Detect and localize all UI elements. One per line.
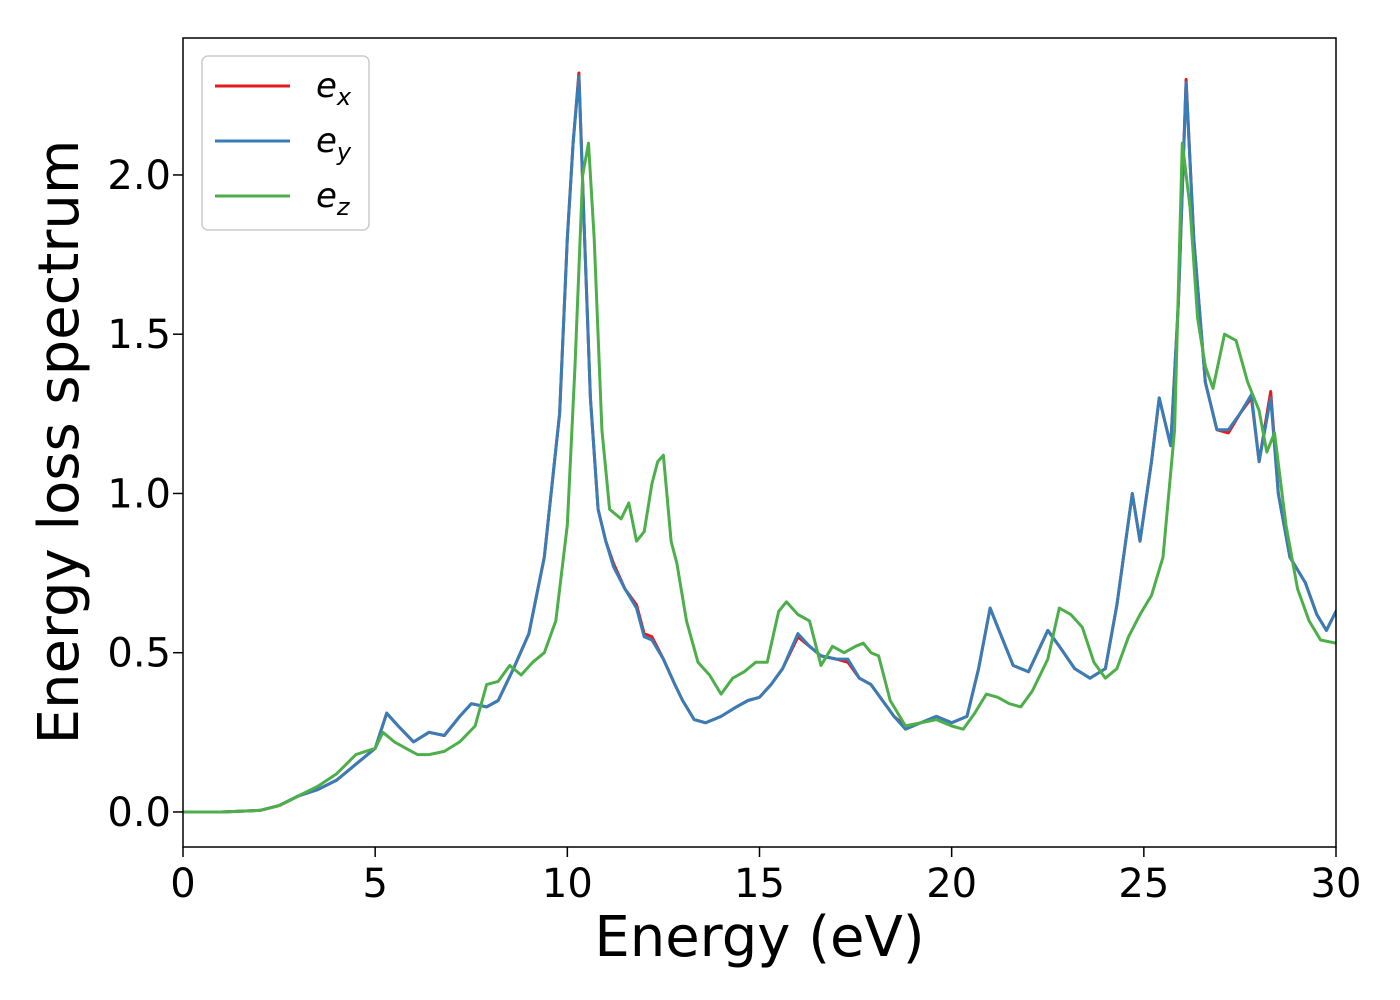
y-tick-label: 0.0 [107, 790, 171, 836]
y-axis-ticks: 0.0 0.5 1.0 1.5 2.0 [107, 153, 183, 836]
y-tick-label: 2.0 [107, 153, 171, 199]
x-tick-label: 0 [170, 861, 195, 907]
y-tick-label: 1.5 [107, 312, 171, 358]
legend-label-e-z: ez [316, 176, 351, 221]
legend: ex ey ez [201, 55, 370, 231]
x-tick-label: 25 [1118, 861, 1169, 907]
legend-label-e-y: ey [316, 121, 352, 166]
y-tick-label: 1.0 [107, 471, 171, 517]
x-tick-label: 20 [926, 861, 977, 907]
series-layer [183, 71, 1336, 814]
x-axis-ticks: 0 5 10 15 20 25 30 [170, 847, 1361, 907]
y-tick-label: 0.5 [107, 631, 171, 677]
x-tick-label: 5 [362, 861, 387, 907]
x-tick-label: 10 [542, 861, 593, 907]
x-axis-label: Energy (eV) [594, 905, 924, 970]
y-axis-label: Energy loss spectrum [27, 140, 92, 745]
legend-box [201, 55, 370, 231]
legend-label-e-x: ex [316, 66, 352, 111]
x-tick-label: 15 [734, 861, 785, 907]
x-tick-label: 30 [1311, 861, 1362, 907]
series-line-e-z [183, 141, 1336, 814]
